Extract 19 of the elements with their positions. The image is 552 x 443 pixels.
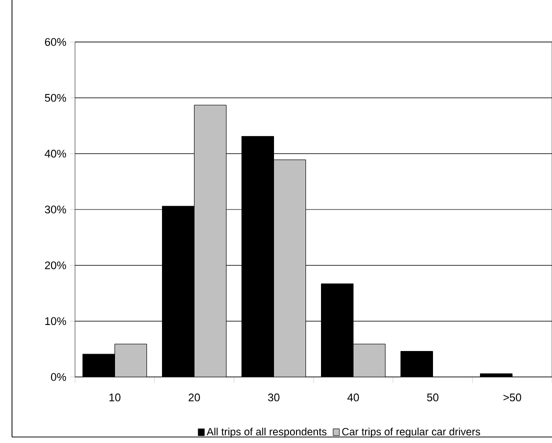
- x-tick-label: 50: [427, 394, 438, 402]
- legend-label: Car trips of regular car drivers: [342, 428, 480, 438]
- x-tick-label: 40: [347, 394, 359, 402]
- y-tick-label: 0%: [50, 373, 66, 381]
- x-tick-label: 30: [268, 394, 280, 402]
- y-tick-label: 10%: [45, 317, 66, 326]
- y-tick-label: 50%: [44, 94, 66, 102]
- bar: [114, 344, 148, 377]
- bar: [194, 104, 226, 377]
- bar: [274, 160, 306, 377]
- bar: [353, 344, 386, 377]
- y-tick-label: 60%: [45, 38, 66, 46]
- y-tick-label: 30%: [44, 206, 66, 214]
- y-tick-label: 20%: [45, 261, 66, 270]
- x-tick-label: 20: [188, 394, 200, 402]
- legend-label: All trips of all respondents: [206, 428, 326, 438]
- x-tick-label: >50: [503, 394, 522, 402]
- x-tick-label: 10: [109, 394, 120, 402]
- y-tick-label: 40%: [44, 150, 66, 158]
